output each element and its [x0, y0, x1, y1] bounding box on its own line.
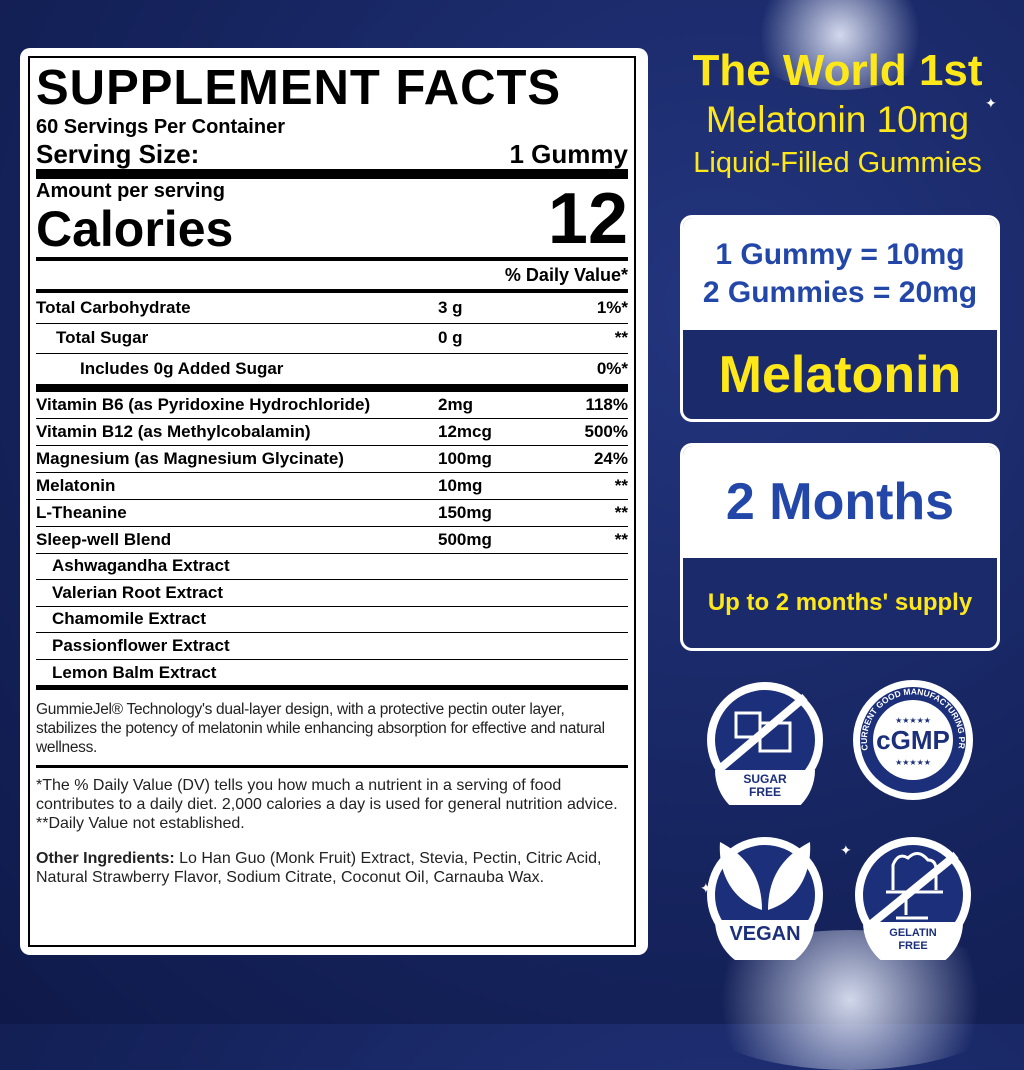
- nutrient-dv: **: [614, 529, 628, 549]
- gelatin-free-badge: GELATIN FREE: [855, 837, 971, 960]
- dosage-card: 1 Gummy = 10mg 2 Gummies = 20mg Melatonin: [680, 215, 1000, 422]
- nutrient-row: Sleep-well Blend 500mg **: [36, 527, 628, 554]
- cgmp-badge: CURRENT GOOD MANUFACTURING PRACTICE ★★★★…: [848, 675, 973, 800]
- svg-text:★★★★★: ★★★★★: [895, 758, 931, 767]
- nutrient-row: Ashwagandha Extract: [36, 554, 628, 581]
- nutrient-row: Total Carbohydrate 3 g 1%*: [36, 293, 628, 324]
- nutrient-name: L-Theanine: [36, 502, 127, 522]
- nutrient-dv: 0%*: [596, 358, 628, 378]
- nutrient-row: Vitamin B12 (as Methylcobalamin) 12mcg 500…: [36, 419, 628, 446]
- nutrient-dv: 118%: [585, 394, 628, 414]
- leaf-icon: [719, 842, 762, 910]
- nutrient-amount: 150mg: [438, 502, 492, 522]
- blend-ingredient: Passionflower Extract: [52, 636, 230, 656]
- calories-row: Amount per serving Calories 12: [36, 179, 628, 261]
- nutrient-name: Vitamin B12 (as Methylcobalamin): [36, 421, 311, 441]
- blend-ingredient: Chamomile Extract: [52, 609, 206, 629]
- nutrient-name: Includes 0g Added Sugar: [80, 358, 284, 378]
- sugar-cube-icon: [758, 721, 792, 753]
- star-icon: ✦: [700, 880, 712, 896]
- nutrient-name: Total Sugar: [56, 328, 149, 348]
- nutrient-amount: 12mcg: [438, 421, 492, 441]
- svg-text:FREE: FREE: [898, 940, 927, 952]
- blend-ingredient: Lemon Balm Extract: [52, 662, 217, 682]
- nutrient-dv: 24%: [593, 448, 628, 468]
- nutrient-name: Sleep-well Blend: [36, 529, 172, 549]
- nutrient-dv: **: [614, 328, 628, 348]
- svg-text:FREE: FREE: [749, 785, 781, 799]
- nutrient-name: Melatonin: [36, 475, 116, 495]
- nutrient-dv: 500%: [584, 421, 628, 441]
- blend-ingredient: Ashwagandha Extract: [52, 556, 230, 576]
- nutrient-amount: 0 g: [438, 328, 463, 348]
- nutrient-dv: **: [614, 475, 628, 495]
- nutrient-row: Chamomile Extract: [36, 607, 628, 634]
- nutrient-name: Total Carbohydrate: [36, 297, 191, 317]
- svg-text:SUGAR: SUGAR: [743, 772, 787, 786]
- star-icon: ✦: [985, 95, 997, 111]
- nutrient-name: Magnesium (as Magnesium Glycinate): [36, 448, 344, 468]
- nutrient-row: Valerian Root Extract: [36, 580, 628, 607]
- svg-text:GELATIN: GELATIN: [889, 927, 937, 939]
- nutrient-amount: 3 g: [438, 297, 463, 317]
- nutrient-name: Vitamin B6 (as Pyridoxine Hydrochloride): [36, 394, 371, 414]
- daily-value-header: % Daily Value*: [36, 261, 628, 293]
- nutrient-row: Vitamin B6 (as Pyridoxine Hydrochloride)…: [36, 392, 628, 419]
- nutrient-amount: 500mg: [438, 529, 492, 549]
- supplement-facts-panel: SUPPLEMENT FACTS 60 Servings Per Contain…: [20, 48, 648, 955]
- nutrient-row: Magnesium (as Magnesium Glycinate) 100mg 2…: [36, 446, 628, 473]
- nutrient-row: Melatonin 10mg **: [36, 473, 628, 500]
- leaf-icon: [768, 842, 811, 910]
- nutrient-amount: 10mg: [438, 475, 483, 495]
- nutrient-amount: 100mg: [438, 448, 492, 468]
- nutrient-dv: 1%*: [596, 297, 628, 317]
- nutrient-row: Includes 0g Added Sugar 0%*: [36, 354, 628, 385]
- nutrient-amount: 2mg: [438, 394, 473, 414]
- other-ingredients: Other Ingredients: Lo Han Guo (Monk Frui…: [36, 850, 602, 887]
- headline: The World 1st Melatonin 10mg Liquid-Fill…: [692, 46, 983, 179]
- sugar-free-badge: SUGAR FREE: [707, 682, 823, 805]
- star-icon: ✦: [840, 842, 852, 858]
- cloud: [740, 0, 940, 90]
- blend-ingredient: Valerian Root Extract: [52, 582, 224, 602]
- serving-size-row: Serving Size: 1 Gummy: [36, 139, 628, 179]
- daily-value-footnote: *The % Daily Value (DV) tells you how mu…: [36, 777, 618, 814]
- nutrient-dv: **: [614, 502, 628, 522]
- vegan-badge: VEGAN: [707, 837, 823, 960]
- svg-text:VEGAN: VEGAN: [729, 923, 800, 945]
- facts-title: SUPPLEMENT FACTS: [36, 61, 562, 115]
- nutrient-row: Total Sugar 0 g **: [36, 324, 628, 354]
- supply-card: 2 Months Up to 2 months' supply: [680, 443, 1000, 651]
- servings-per-container: 60 Servings Per Container: [36, 116, 285, 138]
- nutrient-row: L-Theanine 150mg **: [36, 500, 628, 527]
- nutrient-row: Lemon Balm Extract: [36, 660, 628, 687]
- technology-note: GummieJel® Technology's dual-layer desig…: [36, 690, 628, 769]
- not-established-footnote: **Daily Value not established.: [36, 815, 245, 833]
- svg-text:★★★★★: ★★★★★: [895, 716, 931, 725]
- nutrient-row: Passionflower Extract: [36, 633, 628, 660]
- svg-text:cGMP: cGMP: [876, 725, 950, 755]
